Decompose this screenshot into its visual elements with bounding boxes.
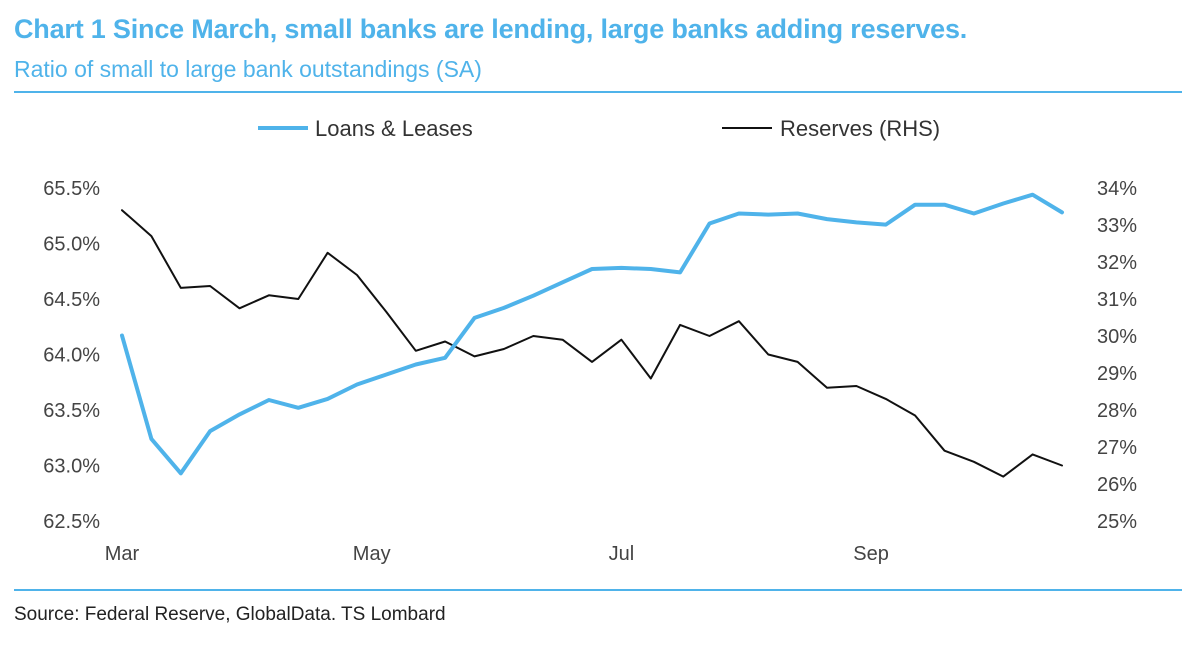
y-left-tick-label: 65.0% xyxy=(43,234,100,256)
y-right-tick-label: 25% xyxy=(1097,511,1137,533)
source-note: Source: Federal Reserve, GlobalData. TS … xyxy=(14,604,446,625)
y-right-tick-label: 31% xyxy=(1097,289,1137,311)
line-chart: Loans & Leases Reserves (RHS) 62.5% 63.0%… xyxy=(43,116,1137,565)
chart-legend: Loans & Leases Reserves (RHS) xyxy=(258,116,940,141)
x-tick-label: Jul xyxy=(609,543,635,565)
y-left-tick-label: 64.5% xyxy=(43,289,100,311)
y-left-tick-label: 63.5% xyxy=(43,400,100,422)
y-right-tick-label: 30% xyxy=(1097,326,1137,348)
x-tick-label: May xyxy=(353,543,391,565)
y-right-tick-label: 34% xyxy=(1097,178,1137,200)
y-right-tick-label: 32% xyxy=(1097,252,1137,274)
series-line-loans xyxy=(120,192,1064,476)
y-axis-right: 25% 26% 27% 28% 29% 30% 31% 32% 33% 34% xyxy=(1097,178,1137,533)
legend-label-loans: Loans & Leases xyxy=(315,116,473,141)
y-axis-left: 62.5% 63.0% 63.5% 64.0% 64.5% 65.0% 65.5% xyxy=(43,178,100,533)
legend-label-reserves: Reserves (RHS) xyxy=(780,116,940,141)
y-left-tick-label: 62.5% xyxy=(43,511,100,533)
y-right-tick-label: 33% xyxy=(1097,215,1137,237)
chart-subtitle: Ratio of small to large bank outstanding… xyxy=(14,56,482,82)
y-right-tick-label: 28% xyxy=(1097,400,1137,422)
series-group xyxy=(120,192,1064,478)
chart-title: Chart 1 Since March, small banks are len… xyxy=(14,14,968,44)
footer-divider xyxy=(14,589,1182,591)
x-axis: Mar May Jul Sep xyxy=(105,543,889,565)
y-left-tick-label: 63.0% xyxy=(43,456,100,478)
x-tick-label: Sep xyxy=(853,543,889,565)
y-right-tick-label: 29% xyxy=(1097,363,1137,385)
header-divider xyxy=(14,91,1182,93)
y-left-tick-label: 65.5% xyxy=(43,178,100,200)
x-tick-label: Mar xyxy=(105,543,140,565)
y-left-tick-label: 64.0% xyxy=(43,345,100,367)
y-right-tick-label: 27% xyxy=(1097,437,1137,459)
series-line-reserves xyxy=(121,209,1063,478)
y-right-tick-label: 26% xyxy=(1097,474,1137,496)
